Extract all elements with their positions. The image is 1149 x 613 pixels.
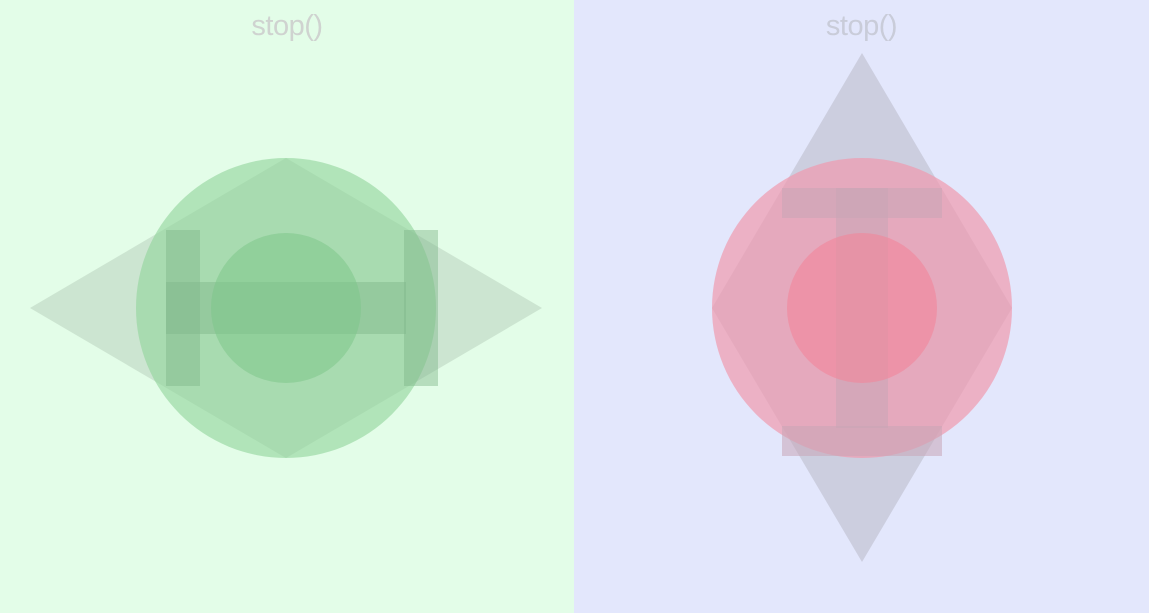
inner-circle (787, 233, 937, 383)
i-beam-shape (166, 230, 438, 386)
stop-icon-vertical (712, 53, 1012, 562)
left-panel: stop() (0, 0, 574, 613)
right-panel-label: stop() (825, 10, 898, 42)
right-panel: stop() (574, 0, 1149, 613)
left-panel-label: stop() (251, 10, 323, 42)
inner-circle (211, 233, 361, 383)
stop-icon-horizontal (30, 158, 542, 458)
